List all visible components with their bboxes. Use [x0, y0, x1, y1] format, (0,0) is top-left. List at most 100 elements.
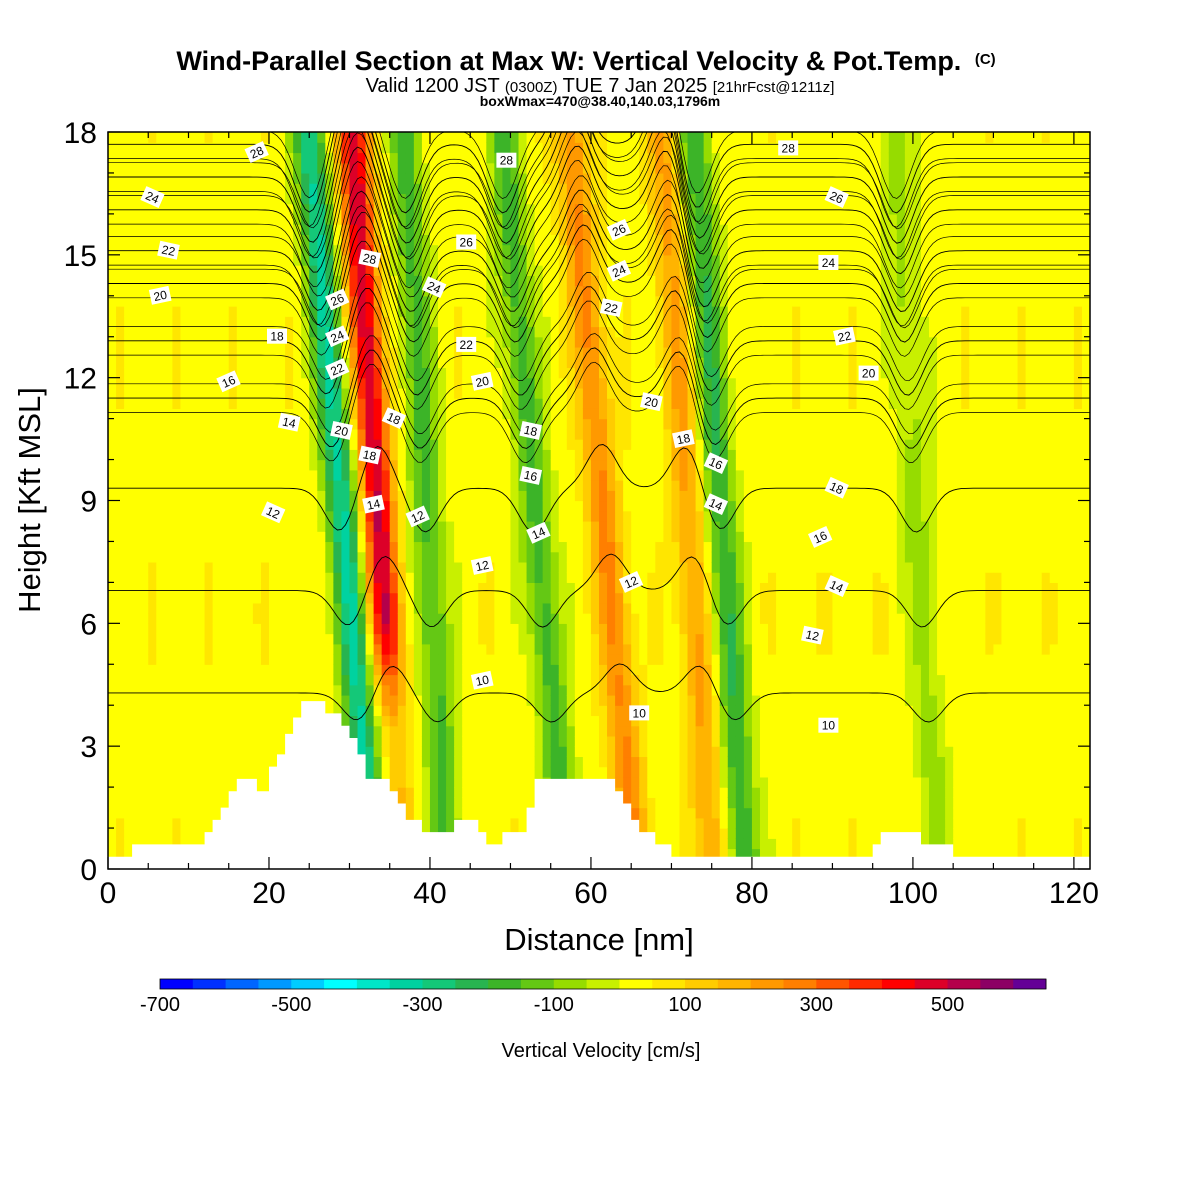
- field-cell: [647, 172, 656, 184]
- field-cell: [590, 265, 600, 276]
- field-cell: [615, 172, 624, 184]
- field-cell: [454, 357, 463, 369]
- field-cell: [349, 541, 359, 553]
- field-cell: [365, 418, 375, 430]
- field-cell: [574, 203, 584, 215]
- field-cell: [438, 459, 447, 471]
- field-cell: [156, 694, 165, 706]
- field-cell: [373, 398, 383, 409]
- field-cell: [373, 377, 383, 389]
- field-cell: [502, 756, 512, 768]
- field-cell: [164, 275, 173, 287]
- field-cell: [631, 654, 640, 665]
- field-cell: [285, 449, 294, 461]
- field-cell: [397, 735, 407, 747]
- field-cell: [260, 162, 270, 174]
- field-cell: [454, 316, 463, 328]
- field-cell: [116, 807, 125, 819]
- field-cell: [454, 459, 463, 471]
- field-cell: [268, 623, 278, 635]
- field-cell: [285, 152, 294, 164]
- field-cell: [325, 244, 334, 256]
- field-cell: [655, 510, 664, 522]
- field-cell: [236, 285, 246, 297]
- field-cell: [566, 234, 576, 246]
- field-cell: [236, 541, 246, 553]
- field-cell: [212, 684, 222, 696]
- field-cell: [108, 490, 117, 502]
- field-cell: [124, 520, 133, 532]
- field-cell: [301, 152, 310, 164]
- field-cell: [116, 480, 125, 491]
- field-cell: [502, 735, 512, 747]
- field-cell: [236, 193, 246, 205]
- field-cell: [655, 275, 664, 287]
- field-cell: [172, 316, 182, 328]
- field-cell: [486, 183, 495, 195]
- field-cell: [599, 572, 608, 583]
- field-cell: [301, 469, 310, 481]
- field-cell: [228, 623, 238, 635]
- field-cell: [599, 664, 608, 676]
- field-cell: [108, 213, 117, 225]
- field-cell: [260, 398, 270, 409]
- field-cell: [108, 377, 117, 389]
- field-cell: [285, 398, 294, 409]
- field-cell: [397, 244, 407, 256]
- field-cell: [534, 418, 544, 430]
- field-cell: [244, 193, 254, 205]
- field-cell: [631, 602, 640, 614]
- field-cell: [566, 418, 576, 430]
- field-cell: [607, 613, 616, 624]
- field-cell: [558, 684, 568, 696]
- field-cell: [188, 275, 198, 287]
- field-cell: [252, 756, 262, 768]
- field-cell: [124, 213, 133, 225]
- field-cell: [293, 387, 302, 399]
- field-cell: [204, 725, 214, 737]
- field-cell: [518, 582, 528, 594]
- field-cell: [397, 295, 407, 307]
- field-cell: [373, 725, 383, 737]
- field-cell: [277, 152, 286, 164]
- field-cell: [172, 735, 182, 747]
- field-cell: [623, 152, 632, 164]
- field-cell: [124, 766, 133, 778]
- field-cell: [615, 715, 624, 727]
- field-cell: [446, 643, 455, 655]
- field-cell: [566, 694, 576, 706]
- field-cell: [285, 377, 294, 389]
- field-cell: [260, 336, 270, 348]
- field-cell: [631, 807, 640, 819]
- field-cell: [446, 725, 455, 737]
- field-cell: [156, 162, 165, 174]
- field-cell: [268, 541, 278, 553]
- field-cell: [421, 316, 431, 328]
- field-cell: [623, 346, 632, 358]
- field-cell: [462, 572, 471, 583]
- field-cell: [647, 551, 656, 563]
- field-cell: [438, 490, 447, 502]
- field-cell: [607, 142, 616, 154]
- field-cell: [164, 633, 173, 645]
- field-cell: [663, 735, 673, 747]
- field-cell: [124, 490, 133, 502]
- field-cell: [220, 756, 230, 768]
- field-cell: [365, 439, 375, 450]
- field-cell: [639, 776, 648, 788]
- field-cell: [180, 807, 190, 819]
- field-cell: [647, 377, 656, 389]
- field-cell: [108, 285, 117, 297]
- field-cell: [438, 735, 447, 747]
- field-cell: [317, 613, 326, 624]
- field-cell: [180, 510, 190, 522]
- field-cell: [325, 623, 334, 635]
- field-cell: [252, 572, 262, 583]
- field-cell: [639, 520, 648, 532]
- field-cell: [124, 592, 133, 604]
- field-cell: [212, 285, 222, 297]
- field-cell: [140, 572, 149, 583]
- field-cell: [574, 664, 584, 676]
- field-cell: [413, 326, 423, 338]
- field-cell: [655, 469, 664, 481]
